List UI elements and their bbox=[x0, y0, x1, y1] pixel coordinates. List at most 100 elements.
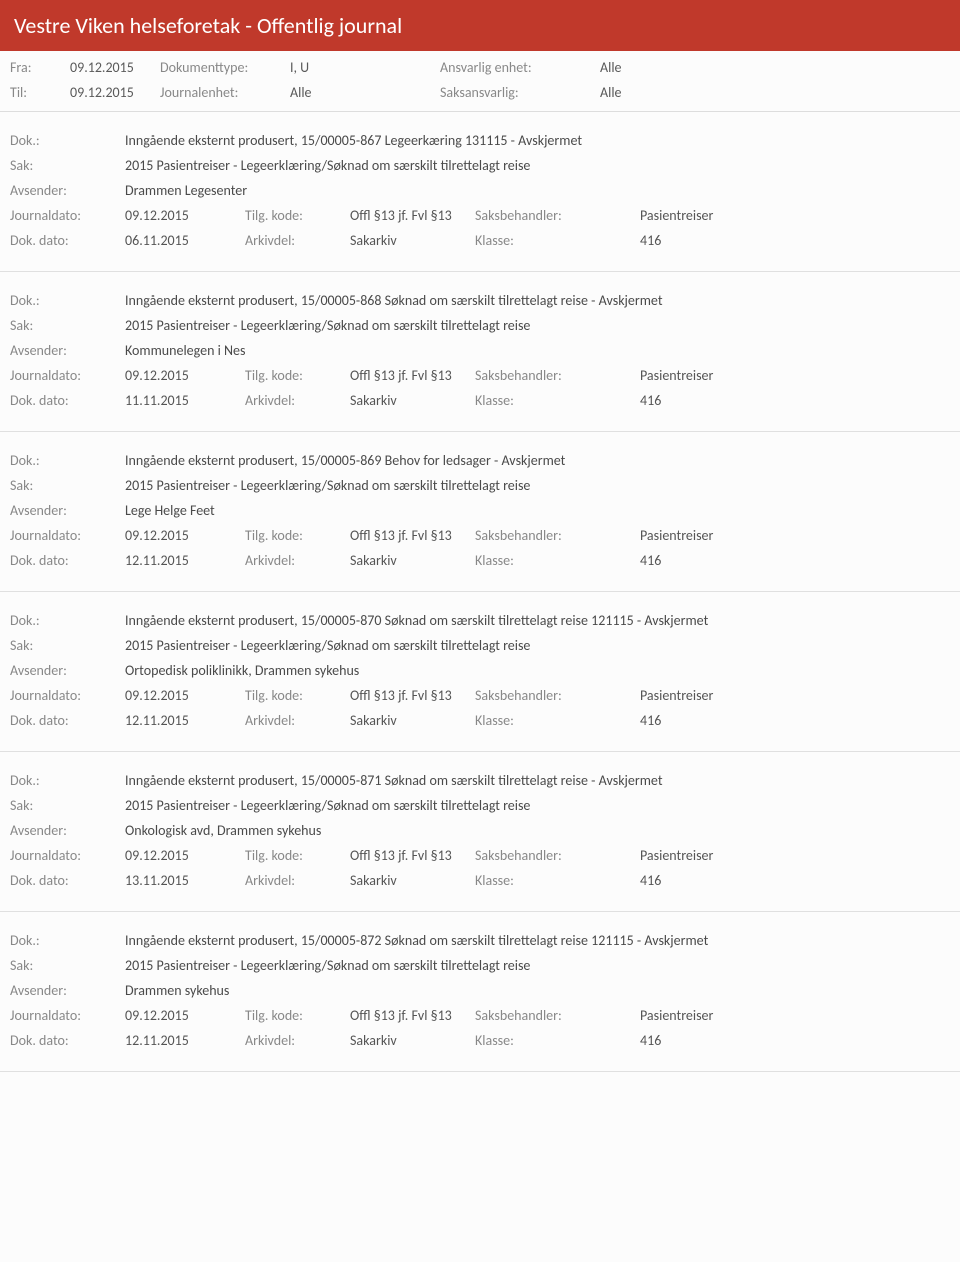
saksbehandler-value: Pasientreiser bbox=[640, 367, 950, 384]
dok-value: Inngående eksternt produsert, 15/00005-8… bbox=[125, 292, 950, 309]
journalenhet-label: Journalenhet: bbox=[160, 84, 290, 101]
tilgkode-value: Offl §13 jf. Fvl §13 bbox=[350, 687, 475, 704]
til-label: Til: bbox=[10, 84, 70, 101]
saksbehandler-label: Saksbehandler: bbox=[475, 687, 640, 704]
klasse-value: 416 bbox=[640, 552, 950, 569]
klasse-label: Klasse: bbox=[475, 1032, 640, 1049]
avsender-value: Onkologisk avd, Drammen sykehus bbox=[125, 822, 950, 839]
arkivdel-value: Sakarkiv bbox=[350, 712, 475, 729]
saksbehandler-label: Saksbehandler: bbox=[475, 527, 640, 544]
tilgkode-label: Tilg. kode: bbox=[245, 847, 350, 864]
dok-value: Inngående eksternt produsert, 15/00005-8… bbox=[125, 932, 950, 949]
doktype-label: Dokumenttype: bbox=[160, 59, 290, 76]
klasse-value: 416 bbox=[640, 712, 950, 729]
dokdato-label: Dok. dato: bbox=[10, 1032, 125, 1049]
saksbehandler-label: Saksbehandler: bbox=[475, 207, 640, 224]
sak-value: 2015 Pasientreiser - Legeerklæring/Søkna… bbox=[125, 477, 950, 494]
sak-label: Sak: bbox=[10, 477, 125, 494]
journaldato-label: Journaldato: bbox=[10, 527, 125, 544]
klasse-value: 416 bbox=[640, 1032, 950, 1049]
avsender-value: Drammen sykehus bbox=[125, 982, 950, 999]
dokdato-label: Dok. dato: bbox=[10, 232, 125, 249]
dok-label: Dok.: bbox=[10, 772, 125, 789]
arkivdel-label: Arkivdel: bbox=[245, 872, 350, 889]
page-title: Vestre Viken helseforetak - Offentlig jo… bbox=[14, 12, 402, 39]
sak-label: Sak: bbox=[10, 957, 125, 974]
klasse-label: Klasse: bbox=[475, 552, 640, 569]
enhet-label: Ansvarlig enhet: bbox=[440, 59, 600, 76]
journaldato-label: Journaldato: bbox=[10, 207, 125, 224]
journalenhet-value: Alle bbox=[290, 84, 440, 101]
saksansvarlig-label: Saksansvarlig: bbox=[440, 84, 600, 101]
arkivdel-value: Sakarkiv bbox=[350, 872, 475, 889]
sak-value: 2015 Pasientreiser - Legeerklæring/Søkna… bbox=[125, 157, 950, 174]
journaldato-value: 09.12.2015 bbox=[125, 687, 245, 704]
tilgkode-value: Offl §13 jf. Fvl §13 bbox=[350, 367, 475, 384]
klasse-value: 416 bbox=[640, 872, 950, 889]
doktype-value: I, U bbox=[290, 59, 440, 76]
avsender-label: Avsender: bbox=[10, 822, 125, 839]
arkivdel-label: Arkivdel: bbox=[245, 232, 350, 249]
avsender-value: Lege Helge Feet bbox=[125, 502, 950, 519]
dokdato-value: 12.11.2015 bbox=[125, 552, 245, 569]
avsender-label: Avsender: bbox=[10, 502, 125, 519]
enhet-value: Alle bbox=[600, 59, 622, 76]
fra-label: Fra: bbox=[10, 59, 70, 76]
filter-row-1: Fra: 09.12.2015 Dokumenttype: I, U Ansva… bbox=[0, 51, 960, 76]
arkivdel-label: Arkivdel: bbox=[245, 712, 350, 729]
fra-value: 09.12.2015 bbox=[70, 59, 160, 76]
dokdato-value: 12.11.2015 bbox=[125, 712, 245, 729]
journaldato-value: 09.12.2015 bbox=[125, 1007, 245, 1024]
dokdato-label: Dok. dato: bbox=[10, 872, 125, 889]
arkivdel-value: Sakarkiv bbox=[350, 392, 475, 409]
sak-value: 2015 Pasientreiser - Legeerklæring/Søkna… bbox=[125, 797, 950, 814]
journal-entry: Dok.:Inngående eksternt produsert, 15/00… bbox=[0, 752, 960, 912]
avsender-value: Kommunelegen i Nes bbox=[125, 342, 950, 359]
avsender-value: Ortopedisk poliklinikk, Drammen sykehus bbox=[125, 662, 950, 679]
dok-label: Dok.: bbox=[10, 292, 125, 309]
saksbehandler-label: Saksbehandler: bbox=[475, 1007, 640, 1024]
saksbehandler-label: Saksbehandler: bbox=[475, 847, 640, 864]
journal-entry: Dok.:Inngående eksternt produsert, 15/00… bbox=[0, 592, 960, 752]
sak-label: Sak: bbox=[10, 157, 125, 174]
saksbehandler-value: Pasientreiser bbox=[640, 687, 950, 704]
dok-value: Inngående eksternt produsert, 15/00005-8… bbox=[125, 772, 950, 789]
journal-entry: Dok.:Inngående eksternt produsert, 15/00… bbox=[0, 112, 960, 272]
sak-label: Sak: bbox=[10, 797, 125, 814]
tilgkode-label: Tilg. kode: bbox=[245, 527, 350, 544]
tilgkode-value: Offl §13 jf. Fvl §13 bbox=[350, 1007, 475, 1024]
dok-value: Inngående eksternt produsert, 15/00005-8… bbox=[125, 132, 950, 149]
journaldato-value: 09.12.2015 bbox=[125, 847, 245, 864]
arkivdel-value: Sakarkiv bbox=[350, 552, 475, 569]
avsender-label: Avsender: bbox=[10, 982, 125, 999]
klasse-value: 416 bbox=[640, 232, 950, 249]
saksbehandler-value: Pasientreiser bbox=[640, 1007, 950, 1024]
arkivdel-value: Sakarkiv bbox=[350, 1032, 475, 1049]
avsender-label: Avsender: bbox=[10, 342, 125, 359]
klasse-label: Klasse: bbox=[475, 392, 640, 409]
arkivdel-label: Arkivdel: bbox=[245, 552, 350, 569]
tilgkode-value: Offl §13 jf. Fvl §13 bbox=[350, 847, 475, 864]
saksbehandler-value: Pasientreiser bbox=[640, 527, 950, 544]
tilgkode-label: Tilg. kode: bbox=[245, 687, 350, 704]
tilgkode-value: Offl §13 jf. Fvl §13 bbox=[350, 527, 475, 544]
saksbehandler-value: Pasientreiser bbox=[640, 847, 950, 864]
dok-label: Dok.: bbox=[10, 452, 125, 469]
dokdato-value: 13.11.2015 bbox=[125, 872, 245, 889]
til-value: 09.12.2015 bbox=[70, 84, 160, 101]
journal-entry: Dok.:Inngående eksternt produsert, 15/00… bbox=[0, 272, 960, 432]
dokdato-value: 06.11.2015 bbox=[125, 232, 245, 249]
klasse-label: Klasse: bbox=[475, 712, 640, 729]
journaldato-value: 09.12.2015 bbox=[125, 527, 245, 544]
journaldato-label: Journaldato: bbox=[10, 367, 125, 384]
page-header: Vestre Viken helseforetak - Offentlig jo… bbox=[0, 0, 960, 51]
journaldato-label: Journaldato: bbox=[10, 847, 125, 864]
journaldato-value: 09.12.2015 bbox=[125, 207, 245, 224]
journaldato-label: Journaldato: bbox=[10, 1007, 125, 1024]
arkivdel-value: Sakarkiv bbox=[350, 232, 475, 249]
tilgkode-label: Tilg. kode: bbox=[245, 1007, 350, 1024]
dok-label: Dok.: bbox=[10, 612, 125, 629]
dokdato-label: Dok. dato: bbox=[10, 552, 125, 569]
dokdato-label: Dok. dato: bbox=[10, 392, 125, 409]
saksbehandler-value: Pasientreiser bbox=[640, 207, 950, 224]
